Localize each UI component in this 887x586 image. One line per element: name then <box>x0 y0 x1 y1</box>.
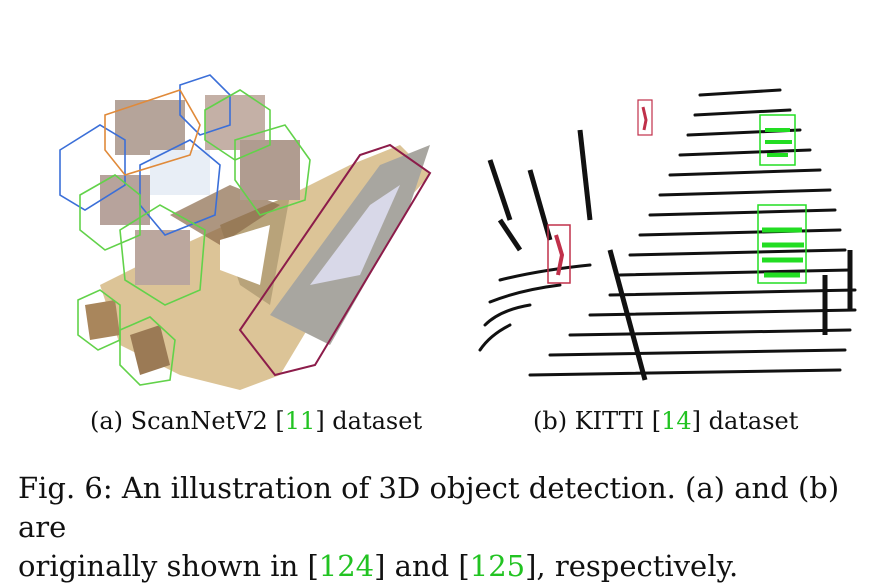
pedestrian-bbox-1 <box>547 224 571 284</box>
subfigure-caption-a: (a) ScanNetV2 [11] dataset <box>90 407 422 435</box>
caption-line2-middle: ] and [ <box>374 549 470 583</box>
bbox-green-1 <box>204 89 271 161</box>
bbox-maroon-1 <box>238 143 432 377</box>
bbox-green-2 <box>234 124 311 216</box>
bbox-orange-1 <box>104 89 201 176</box>
subfigure-caption-b: (b) KITTI [14] dataset <box>533 407 798 435</box>
pedestrian-points-1 <box>554 234 565 276</box>
citation-link-11[interactable]: 11 <box>284 407 316 435</box>
citation-link-125[interactable]: 125 <box>469 549 526 583</box>
table <box>150 150 210 195</box>
pedestrian-points-2 <box>641 106 648 131</box>
subcap-a-prefix: (a) ScanNetV2 [ <box>90 407 285 435</box>
lidar-scan-lines <box>478 88 857 377</box>
caption-line-2: originally shown in [124] and [125], res… <box>18 547 878 586</box>
subcap-b-suffix: ] dataset <box>691 407 799 435</box>
pedestrian-bbox-2 <box>637 99 653 136</box>
white-floor-patch <box>220 225 270 285</box>
caption-line-1: Fig. 6: An illustration of 3D object det… <box>18 471 840 544</box>
subcap-b-prefix: (b) KITTI [ <box>533 407 662 435</box>
caption-line2-suffix: ], respectively. <box>525 549 739 583</box>
shelf-highlight <box>310 185 400 285</box>
scannet-scene-image <box>59 74 432 390</box>
bbox-green-6 <box>119 316 176 386</box>
car-points-2 <box>762 227 804 278</box>
kitti-pointcloud-image <box>478 88 857 381</box>
bbox-green-4 <box>119 204 206 306</box>
bbox-blue-2 <box>179 74 231 136</box>
caption-line2-prefix: originally shown in [ <box>18 549 319 583</box>
bbox-green-3 <box>79 174 141 251</box>
lidar-left-structures <box>487 129 648 381</box>
plant-1 <box>85 300 120 340</box>
car-bbox-2 <box>757 204 807 284</box>
car-points-1 <box>765 128 792 157</box>
car-bbox-1 <box>759 114 796 166</box>
figure-caption: Fig. 6: An illustration of 3D object det… <box>18 469 878 586</box>
bbox-blue-1 <box>59 124 126 211</box>
plant-2 <box>130 325 170 375</box>
subcap-a-suffix: ] dataset <box>315 407 423 435</box>
sofa-1 <box>115 100 185 155</box>
citation-link-124[interactable]: 124 <box>318 549 375 583</box>
citation-link-14[interactable]: 14 <box>661 407 692 435</box>
sofa-3 <box>240 140 300 200</box>
chair-2 <box>135 230 190 285</box>
lidar-right-structures <box>822 250 853 335</box>
